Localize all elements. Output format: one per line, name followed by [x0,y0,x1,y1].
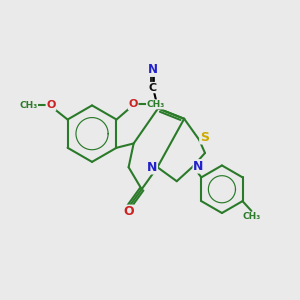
Text: S: S [200,131,209,144]
Text: N: N [147,161,157,174]
Text: O: O [46,100,56,110]
Text: O: O [128,99,138,110]
Text: N: N [193,160,204,173]
Text: CH₃: CH₃ [243,212,261,221]
Text: N: N [148,63,158,76]
Text: CH₃: CH₃ [147,100,165,109]
Text: O: O [123,205,134,218]
Text: CH₃: CH₃ [19,101,38,110]
Text: C: C [149,82,157,93]
